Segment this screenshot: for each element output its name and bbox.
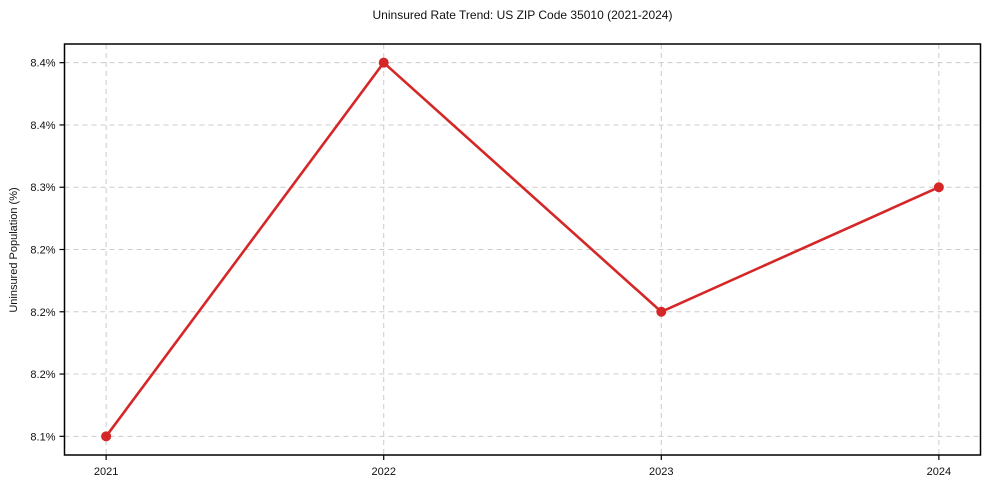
- y-tick-label: 8.2%: [30, 245, 55, 257]
- x-tick-label: 2024: [927, 466, 951, 478]
- y-tick-label: 8.3%: [30, 182, 55, 194]
- y-tick-label: 8.4%: [30, 120, 55, 132]
- trend-line: [104, 61, 941, 438]
- chart-title: Uninsured Rate Trend: US ZIP Code 35010 …: [372, 8, 673, 22]
- x-tick-label: 2021: [94, 466, 118, 478]
- data-point: [101, 431, 112, 442]
- data-point: [933, 182, 944, 193]
- data-point: [378, 57, 389, 68]
- y-tick-label: 8.2%: [30, 369, 55, 381]
- x-tick-label: 2023: [649, 466, 673, 478]
- data-point: [656, 306, 667, 317]
- y-tick-label: 8.4%: [30, 58, 55, 70]
- y-tick-label: 8.2%: [30, 307, 55, 319]
- x-tick-label: 2022: [371, 466, 395, 478]
- y-tick-label: 8.1%: [30, 431, 55, 443]
